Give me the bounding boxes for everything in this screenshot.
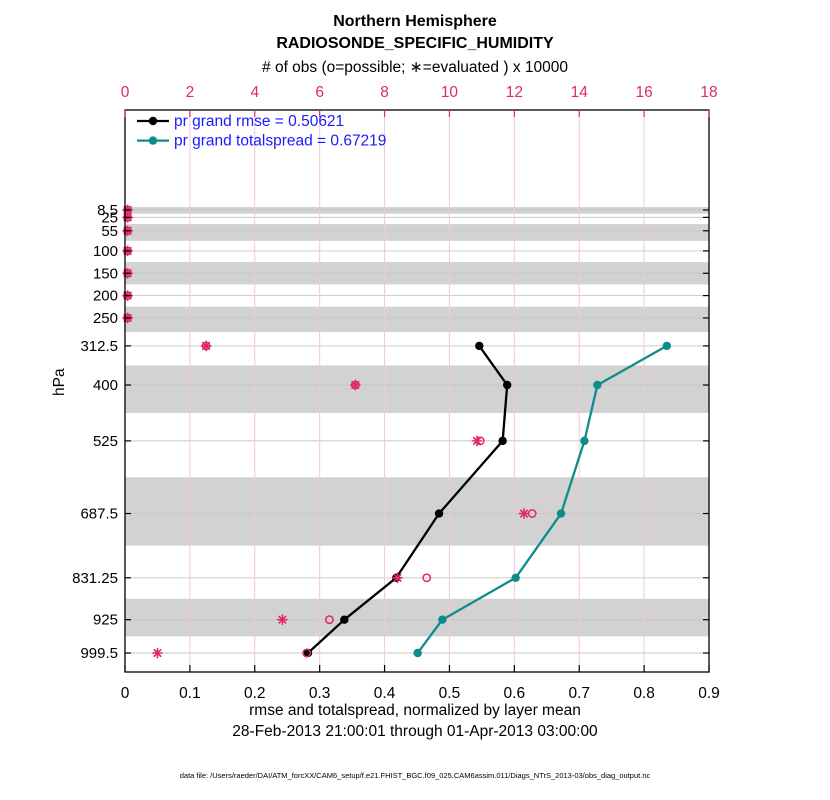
evaluated-obs-marker (202, 341, 211, 350)
evaluated-obs-marker (520, 509, 529, 518)
evaluated-obs-marker (278, 615, 287, 624)
layer-band (125, 306, 709, 332)
top-tick-label: 6 (315, 84, 324, 101)
left-tick-label: 312.5 (80, 338, 118, 355)
possible-obs-marker (302, 648, 312, 658)
layer-band (125, 365, 709, 413)
rmse-point (340, 615, 349, 624)
totalspread-point (593, 380, 602, 390)
bottom-tick-label: 0.5 (439, 685, 461, 702)
bottom-tick-label: 0.4 (374, 685, 396, 702)
left-tick-label: 687.5 (80, 506, 118, 523)
left-tick-label: 100 (93, 243, 118, 260)
totalspread-point (556, 509, 566, 518)
possible-obs-marker (324, 615, 334, 625)
data-file-footnote: data file: /Users/raeder/DAI/ATM_forcXX/… (179, 771, 651, 780)
plot-subtitle: RADIOSONDE_SPECIFIC_HUMIDITY (276, 35, 554, 52)
bottom-tick-label: 0.7 (568, 685, 590, 702)
left-tick-label: 200 (93, 288, 118, 305)
bottom-tick-label: 0.8 (633, 685, 655, 702)
layer-band (125, 224, 709, 241)
top-tick-label: 16 (635, 84, 652, 101)
totalspread-point (413, 648, 422, 658)
evaluated-obs-marker (393, 573, 402, 582)
left-tick-label: 999.5 (80, 645, 118, 662)
left-tick-label: 831.25 (72, 570, 118, 587)
left-tick-label: 250 (93, 310, 118, 327)
layer-band (125, 477, 709, 546)
left-tick-label: 25 (101, 209, 118, 226)
left-tick-label: 925 (93, 612, 118, 629)
legend-marker (148, 136, 158, 145)
legend-label: pr grand rmse = 0.50621 (174, 113, 344, 130)
layer-band (125, 598, 709, 637)
rmse-point (434, 509, 444, 518)
x-axis-date-range: 28-Feb-2013 21:00:01 through 01-Apr-2013… (232, 723, 598, 740)
left-tick-label: 525 (93, 433, 118, 450)
totalspread-point (580, 436, 589, 446)
top-tick-label: 0 (121, 84, 130, 101)
top-tick-label: 10 (441, 84, 459, 101)
y-axis-label: hPa (51, 368, 68, 396)
legend-marker (148, 116, 158, 126)
left-tick-label: 400 (93, 377, 118, 394)
x-axis-label: rmse and totalspread, normalized by laye… (249, 702, 581, 719)
totalspread-point (662, 341, 672, 351)
left-tick-label: 55 (101, 223, 118, 240)
bottom-tick-label: 0 (121, 685, 130, 702)
rmse-point (498, 436, 507, 446)
left-tick-label: 150 (93, 265, 118, 282)
rmse-point (502, 380, 512, 390)
possible-obs-marker (422, 573, 432, 583)
totalspread-point (511, 573, 520, 582)
bottom-tick-label: 0.2 (244, 685, 266, 702)
top-tick-label: 14 (571, 84, 589, 101)
plot-frame (124, 109, 710, 673)
top-tick-label: 2 (186, 84, 195, 101)
plot-title: Northern Hemisphere (333, 13, 497, 30)
bottom-tick-label: 0.1 (179, 685, 201, 702)
bottom-tick-label: 0.9 (698, 685, 720, 702)
totalspread-point (438, 615, 447, 624)
top-tick-label: 12 (506, 84, 523, 101)
top-tick-label: 4 (250, 84, 259, 101)
left-tick-label: 8.5 (97, 202, 118, 219)
top-axis-label: # of obs (o=possible; ∗=evaluated ) x 10… (262, 59, 568, 76)
evaluated-obs-marker (472, 436, 482, 445)
bottom-tick-label: 0.3 (309, 685, 331, 702)
legend-label: pr grand totalspread = 0.67219 (174, 133, 386, 150)
evaluated-obs-marker (153, 648, 162, 658)
evaluated-obs-marker (351, 380, 360, 390)
top-tick-label: 8 (380, 84, 389, 101)
bottom-tick-label: 0.6 (504, 685, 526, 702)
rmse-point (475, 341, 484, 351)
top-tick-label: 18 (700, 84, 717, 101)
